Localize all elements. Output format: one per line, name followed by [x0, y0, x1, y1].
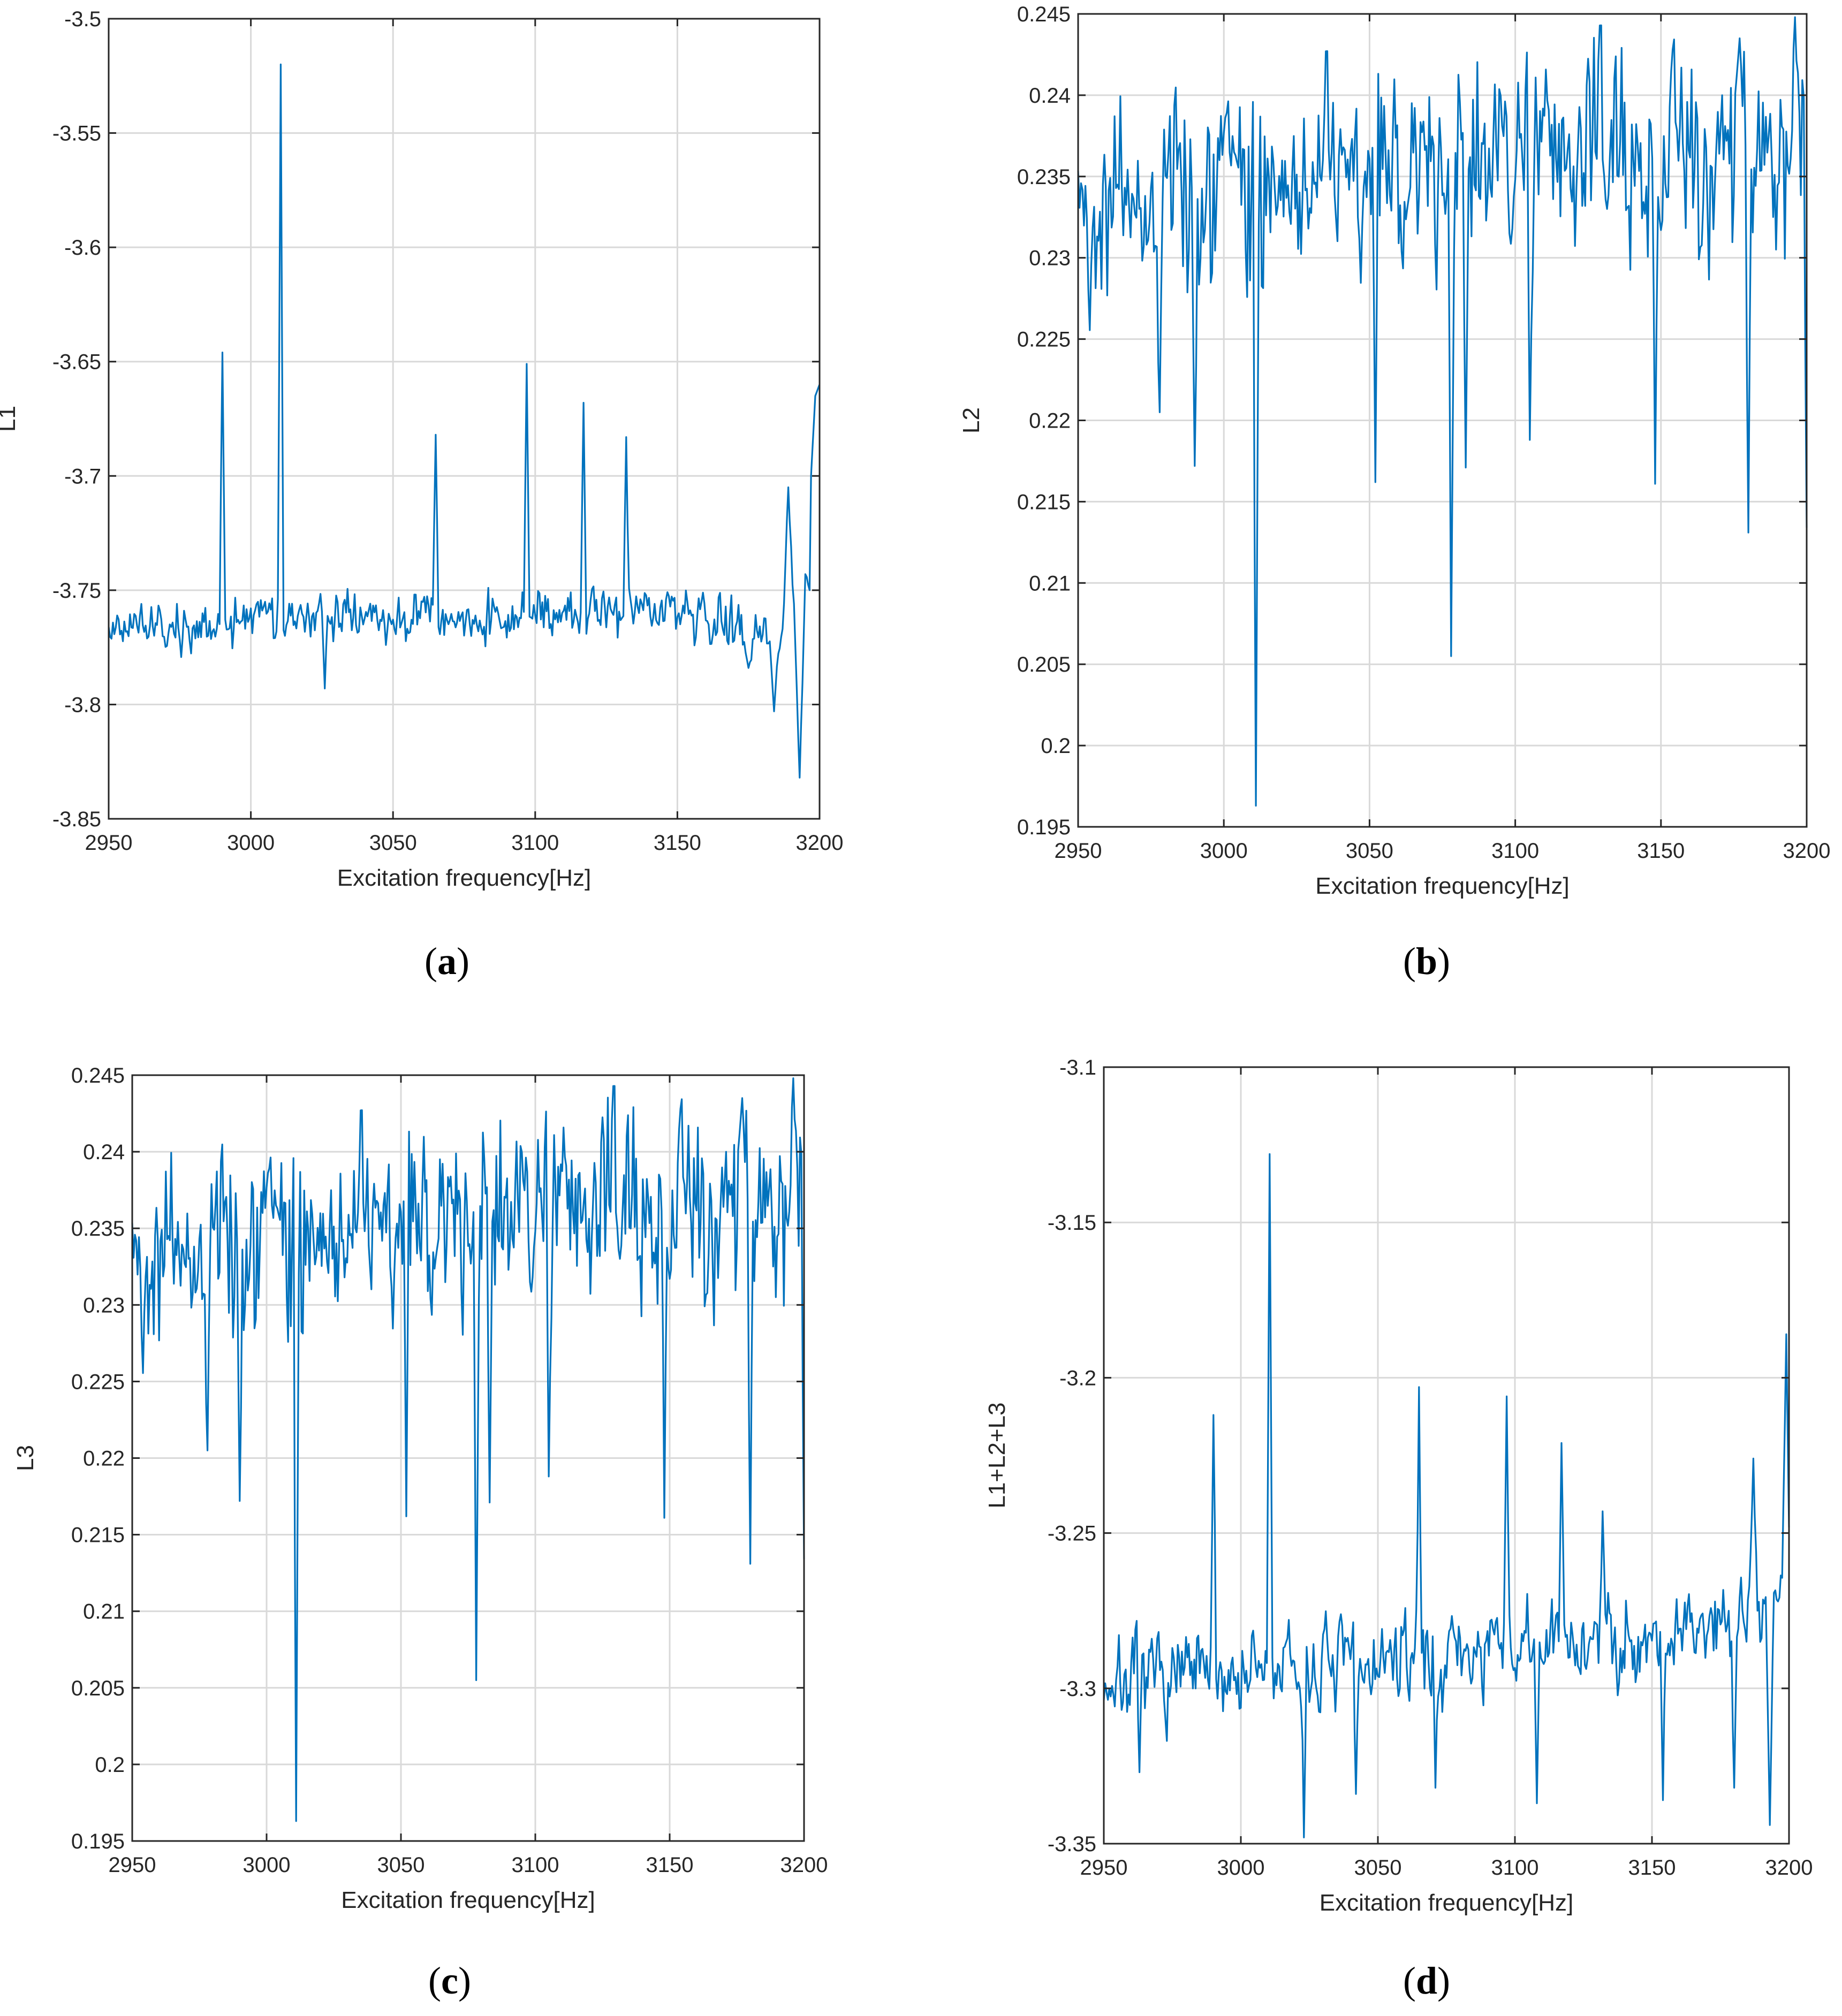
x-tick-label: 3100: [512, 1853, 559, 1877]
x-tick-label: 2950: [109, 1853, 156, 1877]
axes-box: [108, 18, 821, 820]
x-tick-label: 3100: [1491, 839, 1539, 863]
plot-area: [109, 19, 820, 819]
x-tick-label: 3150: [654, 831, 701, 855]
y-tick-label: -3.75: [52, 579, 101, 603]
y-tick-label: 0.215: [1017, 490, 1071, 514]
x-tick-label: 2950: [1080, 1856, 1128, 1880]
y-axis-label: L1+L2+L3: [984, 1402, 1010, 1508]
y-tick-label: 0.24: [83, 1140, 125, 1164]
x-tick-label: 3200: [1765, 1856, 1813, 1880]
y-tick-label: -3.3: [1059, 1677, 1096, 1701]
axes-box: [1103, 1066, 1790, 1845]
panel-caption: (b): [1403, 940, 1450, 983]
panel-caption: (d): [1403, 1959, 1450, 2002]
y-axis-label: L1: [0, 406, 20, 432]
x-tick-label: 2950: [85, 831, 133, 855]
x-axis-label: Excitation frequency[Hz]: [341, 1887, 595, 1913]
y-axis-label: L3: [12, 1445, 39, 1471]
y-tick-label: -3.35: [1048, 1832, 1096, 1856]
x-tick-label: 2950: [1055, 839, 1102, 863]
x-tick-label: 3100: [511, 831, 559, 855]
y-tick-label: -3.25: [1048, 1522, 1096, 1546]
y-tick-label: -3.6: [64, 236, 101, 260]
x-tick-label: 3050: [369, 831, 417, 855]
x-tick-label: 3050: [1354, 1856, 1402, 1880]
x-tick-label: 3000: [1217, 1856, 1265, 1880]
y-tick-label: 0.215: [71, 1524, 125, 1547]
panel-caption-letter: a: [437, 940, 457, 983]
y-tick-label: 0.195: [71, 1830, 125, 1853]
y-tick-label: -3.5: [64, 7, 101, 31]
panel-d: 2950 3000 3050 3100 3150 3200 -3.35 -3.3 -3.25 -3…: [984, 1056, 1813, 2002]
series-line: [1077, 16, 1808, 807]
y-tick-label: -3.55: [52, 122, 101, 146]
panel-caption-letter: c: [441, 1959, 458, 2002]
x-tick-label: 3150: [1637, 839, 1685, 863]
y-tick-label: -3.1: [1059, 1056, 1096, 1079]
y-tick-label: 0.21: [1029, 572, 1071, 595]
y-tick-label: 0.195: [1017, 816, 1071, 839]
panel-b: 2950 3000 3050 3100 3150 3200 0.195 0.2 0.205 0.2…: [958, 3, 1830, 983]
y-tick-label: 0.205: [1017, 653, 1071, 676]
x-tick-label: 3000: [227, 831, 275, 855]
y-tick-label: 0.24: [1029, 84, 1071, 108]
y-tick-label: 0.225: [1017, 328, 1071, 352]
panel-caption: (c): [428, 1959, 471, 2002]
y-tick-label: 0.23: [83, 1294, 125, 1317]
y-tick-label: -3.85: [52, 808, 101, 831]
x-tick-label: 3150: [1628, 1856, 1676, 1880]
x-tick-label: 3000: [1200, 839, 1248, 863]
panel-caption-letter: d: [1416, 1959, 1437, 2002]
y-tick-label: 0.21: [83, 1600, 125, 1624]
series-line: [1103, 1153, 1790, 1838]
x-tick-label: 3050: [377, 1853, 425, 1877]
y-tick-label: 0.2: [1041, 734, 1071, 758]
series-line: [108, 63, 821, 779]
y-tick-label: 0.205: [71, 1677, 125, 1700]
y-tick-label: 0.235: [1017, 165, 1071, 189]
y-tick-label: -3.15: [1048, 1211, 1096, 1235]
y-tick-label: -3.7: [64, 465, 101, 488]
x-tick-label: 3000: [243, 1853, 291, 1877]
x-tick-label: 3200: [780, 1853, 828, 1877]
y-tick-label: 0.235: [71, 1217, 125, 1241]
x-axis-label: Excitation frequency[Hz]: [337, 865, 591, 891]
series-line: [131, 1077, 805, 1822]
panel-a: 2950 3000 3050 3100 3150 3200 -3.85 -3.8 -3.75 -3…: [0, 7, 843, 983]
panel-c: 2950 3000 3050 3100 3150 3200 0.195 0.2 0.205 0.2…: [12, 1064, 828, 2002]
plot-area: [1104, 1067, 1789, 1844]
x-tick-label: 3050: [1346, 839, 1393, 863]
y-tick-label: 0.22: [1029, 409, 1071, 433]
y-tick-label: 0.2: [95, 1753, 125, 1777]
y-tick-label: -3.65: [52, 351, 101, 374]
y-tick-label: 0.225: [71, 1370, 125, 1394]
y-tick-label: -3.2: [1059, 1366, 1096, 1390]
x-tick-label: 3200: [796, 831, 844, 855]
y-axis-label: L2: [958, 407, 984, 433]
y-tick-label: 0.245: [1017, 3, 1071, 26]
x-tick-label: 3200: [1783, 839, 1831, 863]
x-axis-label: Excitation frequency[Hz]: [1320, 1890, 1573, 1916]
x-axis-label: Excitation frequency[Hz]: [1315, 873, 1569, 899]
panel-caption-letter: b: [1416, 940, 1437, 983]
y-tick-label: 0.245: [71, 1064, 125, 1087]
x-tick-label: 3100: [1491, 1856, 1539, 1880]
y-tick-label: 0.23: [1029, 247, 1071, 270]
panel-caption: (a): [425, 940, 469, 983]
y-tick-label: -3.8: [64, 693, 101, 717]
y-tick-label: 0.22: [83, 1447, 125, 1471]
x-tick-label: 3150: [646, 1853, 694, 1877]
